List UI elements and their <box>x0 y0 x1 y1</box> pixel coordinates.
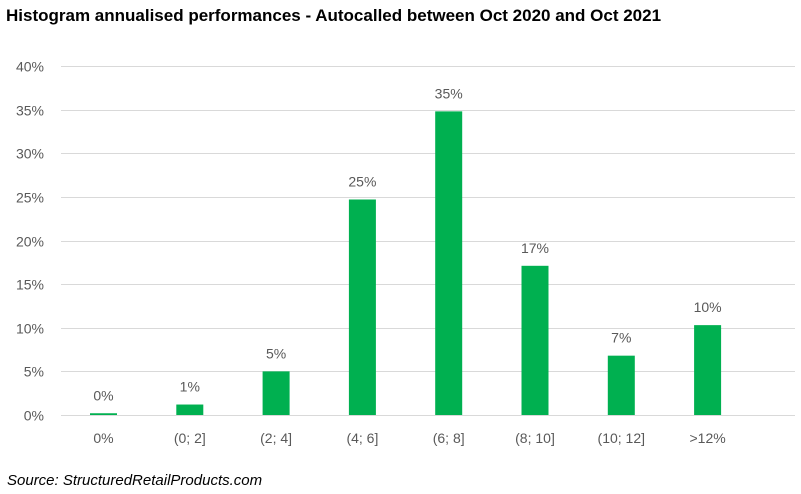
y-tick-label: 10% <box>16 321 44 337</box>
y-tick-label: 30% <box>16 146 44 162</box>
data-label: 7% <box>611 330 631 346</box>
x-axis-category-labels: 0% (0; 2] (2; 4] (4; 6] (6; 8] (8; 10] (10; 12… <box>93 430 725 446</box>
data-label: 17% <box>521 240 549 256</box>
gridlines <box>61 66 795 416</box>
y-tick-label: 5% <box>24 364 44 380</box>
bar <box>348 199 376 415</box>
x-category-label: 0% <box>93 430 113 446</box>
x-category-label: (8; 10] <box>515 430 555 446</box>
data-label: 10% <box>694 299 722 315</box>
data-label: 0% <box>93 387 113 403</box>
data-label: 5% <box>266 345 286 361</box>
y-axis-tick-labels: 0% 5% 10% 15% 20% 25% 30% 35% 40% <box>16 59 44 424</box>
y-tick-label: 20% <box>16 234 44 250</box>
x-category-label: (6; 8] <box>433 430 465 446</box>
chart-title: Histogram annualised performances - Auto… <box>6 6 662 25</box>
bar <box>262 371 290 415</box>
x-category-label: (0; 2] <box>174 430 206 446</box>
source-note: Source: StructuredRetailProducts.com <box>7 472 263 489</box>
x-category-label: (2; 4] <box>260 430 292 446</box>
bar <box>176 404 204 415</box>
y-tick-label: 0% <box>24 408 44 424</box>
bar <box>521 265 549 415</box>
y-tick-label: 35% <box>16 103 44 119</box>
data-label: 1% <box>180 379 200 395</box>
x-category-label: >12% <box>689 430 725 446</box>
x-category-label: (10; 12] <box>598 430 645 446</box>
bar <box>435 111 463 416</box>
data-labels: 0% 1% 5% 25% 35% 17% 7% 10% <box>93 85 721 403</box>
x-category-label: (4; 6] <box>346 430 378 446</box>
bar <box>90 413 117 415</box>
y-tick-label: 40% <box>16 59 44 75</box>
bars <box>90 111 722 416</box>
data-label: 35% <box>435 85 463 101</box>
y-tick-label: 25% <box>16 190 44 206</box>
bar <box>607 355 635 415</box>
data-label: 25% <box>348 173 376 189</box>
y-tick-label: 15% <box>16 277 44 293</box>
bar <box>694 325 722 415</box>
